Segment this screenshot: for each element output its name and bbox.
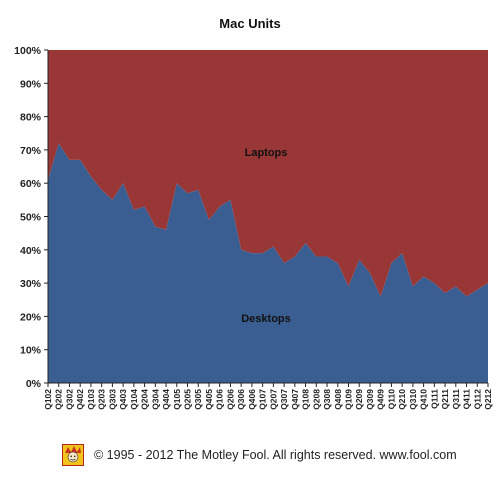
x-tick-label: Q205 bbox=[183, 389, 193, 410]
y-tick-label: 30% bbox=[20, 278, 42, 290]
x-tick-label: Q212 bbox=[483, 389, 493, 410]
y-tick-label: 70% bbox=[20, 145, 42, 157]
x-tick-label: Q405 bbox=[204, 389, 214, 410]
y-tick-label: 0% bbox=[26, 378, 42, 390]
x-tick-label: Q111 bbox=[429, 389, 439, 409]
series-area-desktops bbox=[48, 143, 488, 383]
x-tick-label: Q410 bbox=[419, 389, 429, 410]
x-tick-label: Q107 bbox=[258, 389, 268, 410]
x-tick-label: Q106 bbox=[215, 389, 225, 410]
x-tick-label: Q207 bbox=[268, 389, 278, 410]
copyright-text: © 1995 - 2012 The Motley Fool. All right… bbox=[94, 448, 457, 462]
plot-area: 0%10%20%30%40%50%60%70%80%90%100%Q102 Q20… bbox=[14, 45, 493, 410]
x-tick-label: Q402 bbox=[75, 389, 85, 410]
x-tick-label: Q408 bbox=[333, 389, 343, 410]
x-tick-label: Q112 bbox=[472, 389, 482, 410]
x-tick-label: Q204 bbox=[140, 389, 150, 410]
y-tick-label: 80% bbox=[20, 112, 42, 124]
x-tick-label: Q105 bbox=[172, 389, 182, 410]
x-tick-label: Q403 bbox=[118, 389, 128, 410]
y-tick-label: 20% bbox=[20, 311, 42, 323]
chart-title: Mac Units bbox=[219, 16, 280, 31]
footer: © 1995 - 2012 The Motley Fool. All right… bbox=[62, 440, 482, 470]
x-tick-label: Q103 bbox=[86, 389, 96, 410]
x-tick-label: Q302 bbox=[64, 389, 74, 410]
x-tick-label: Q303 bbox=[107, 389, 117, 410]
x-tick-label: Q210 bbox=[397, 389, 407, 410]
y-tick-label: 60% bbox=[20, 178, 42, 190]
x-tick-label: Q211 bbox=[440, 389, 450, 410]
x-tick-label: Q208 bbox=[311, 389, 321, 410]
y-tick-label: 50% bbox=[20, 212, 42, 224]
y-tick-label: 40% bbox=[20, 245, 42, 257]
x-tick-label: Q311 bbox=[451, 389, 461, 410]
x-tick-label: Q306 bbox=[236, 389, 246, 410]
x-tick-label: Q108 bbox=[301, 389, 311, 410]
x-tick-label: Q304 bbox=[150, 389, 160, 410]
x-tick-label: Q209 bbox=[354, 389, 364, 410]
x-tick-label: Q203 bbox=[97, 389, 107, 410]
x-tick-label: Q110 bbox=[386, 389, 396, 410]
x-tick-label: Q202 bbox=[54, 389, 64, 410]
x-tick-label: Q310 bbox=[408, 389, 418, 410]
x-tick-label: Q406 bbox=[247, 389, 257, 410]
x-tick-label: Q404 bbox=[161, 389, 171, 410]
y-tick-label: 90% bbox=[20, 78, 42, 90]
y-tick-label: 10% bbox=[20, 345, 42, 357]
y-tick-label: 100% bbox=[14, 45, 42, 57]
x-tick-label: Q309 bbox=[365, 389, 375, 410]
x-tick-label: Q407 bbox=[290, 389, 300, 410]
series-label-desktops: Desktops bbox=[241, 313, 291, 325]
x-tick-label: Q411 bbox=[462, 389, 472, 410]
x-tick-label: Q104 bbox=[129, 389, 139, 410]
x-tick-label: Q308 bbox=[322, 389, 332, 410]
series-label-laptops: Laptops bbox=[245, 147, 288, 159]
series-area-laptops bbox=[48, 50, 488, 297]
x-tick-label: Q305 bbox=[193, 389, 203, 410]
x-tick-label: Q102 bbox=[43, 389, 53, 410]
x-tick-label: Q109 bbox=[343, 389, 353, 410]
motley-fool-jester-icon bbox=[62, 444, 84, 466]
x-tick-label: Q206 bbox=[225, 389, 235, 410]
x-tick-label: Q409 bbox=[376, 389, 386, 410]
x-tick-label: Q307 bbox=[279, 389, 289, 410]
